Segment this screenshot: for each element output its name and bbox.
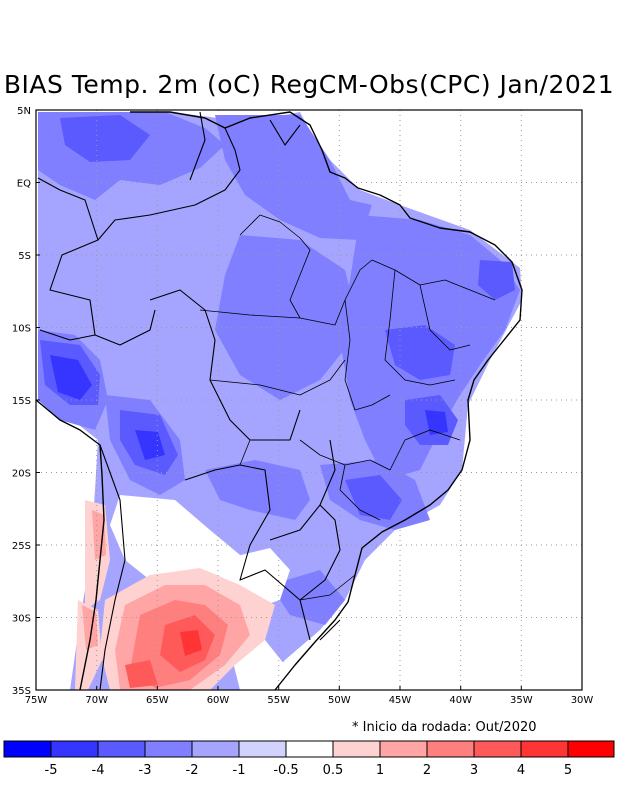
coastline [35, 111, 523, 691]
colorbar-swatch [568, 741, 614, 757]
lat-label: 35S [12, 686, 31, 697]
colorbar-swatch [427, 741, 474, 757]
latitude-labels: 5N EQ 5S 10S 15S 20S 25S 30S 35S [12, 106, 31, 697]
colorbar-label: -2 [186, 763, 199, 778]
lat-label: 15S [12, 396, 31, 407]
graticule [36, 110, 582, 690]
lon-label: 70W [85, 695, 108, 706]
longitude-labels: 75W 70W 65W 60W 55W 50W 45W 40W 35W 30W [25, 695, 594, 706]
colorbar: -5 -4 -3 -2 -1 -0.5 0.5 1 2 3 4 5 [3, 740, 615, 778]
lat-label: 25S [12, 541, 31, 552]
lon-label: 75W [25, 695, 48, 706]
colorbar-swatch [239, 741, 286, 757]
lat-label: 5S [18, 251, 31, 262]
lat-label: EQ [17, 179, 31, 190]
map-title: BIAS Temp. 2m (oC) RegCM-Obs(CPC) Jan/20… [3, 70, 615, 99]
colorbar-label: -1 [233, 763, 246, 778]
colorbar-label: 3 [470, 763, 478, 778]
lat-label: 10S [12, 324, 31, 335]
colorbar-label: 2 [423, 763, 431, 778]
lon-label: 60W [207, 695, 230, 706]
colorbar-label: 0.5 [323, 763, 344, 778]
colorbar-label: -5 [45, 763, 58, 778]
lon-label: 65W [146, 695, 169, 706]
lon-label: 50W [328, 695, 351, 706]
colorbar-swatch [192, 741, 239, 757]
lon-label: 35W [510, 695, 533, 706]
field-very-strong-negative [50, 355, 448, 460]
colorbar-label: -3 [139, 763, 152, 778]
colorbar-label: -4 [92, 763, 105, 778]
colorbar-swatch [474, 741, 521, 757]
colorbar-swatch [51, 741, 98, 757]
lon-label: 55W [267, 695, 290, 706]
lat-label: 20S [12, 469, 31, 480]
axis-ticks [36, 109, 522, 690]
colorbar-swatch [521, 741, 568, 757]
colorbar-swatch [145, 741, 192, 757]
colorbar-swatch [380, 741, 427, 757]
colorbar-swatch [4, 741, 51, 757]
lat-label: 30S [12, 614, 31, 625]
bias-field [38, 112, 522, 690]
footnote: * Inicio da rodada: Out/2020 [352, 720, 537, 735]
colorbar-label: 1 [376, 763, 384, 778]
country-borders [37, 111, 341, 691]
colorbar-swatch [98, 741, 145, 757]
state-borders [199, 214, 496, 601]
lon-label: 30W [571, 695, 594, 706]
field-positive-4-5 [180, 630, 202, 656]
lon-label: 40W [449, 695, 472, 706]
colorbar-label: -0.5 [273, 763, 298, 778]
colorbar-swatch [333, 741, 380, 757]
lon-label: 45W [389, 695, 412, 706]
colorbar-label: 5 [564, 763, 572, 778]
colorbar-swatch [286, 741, 333, 757]
lat-label: 5N [17, 106, 31, 117]
colorbar-label: 4 [517, 763, 525, 778]
